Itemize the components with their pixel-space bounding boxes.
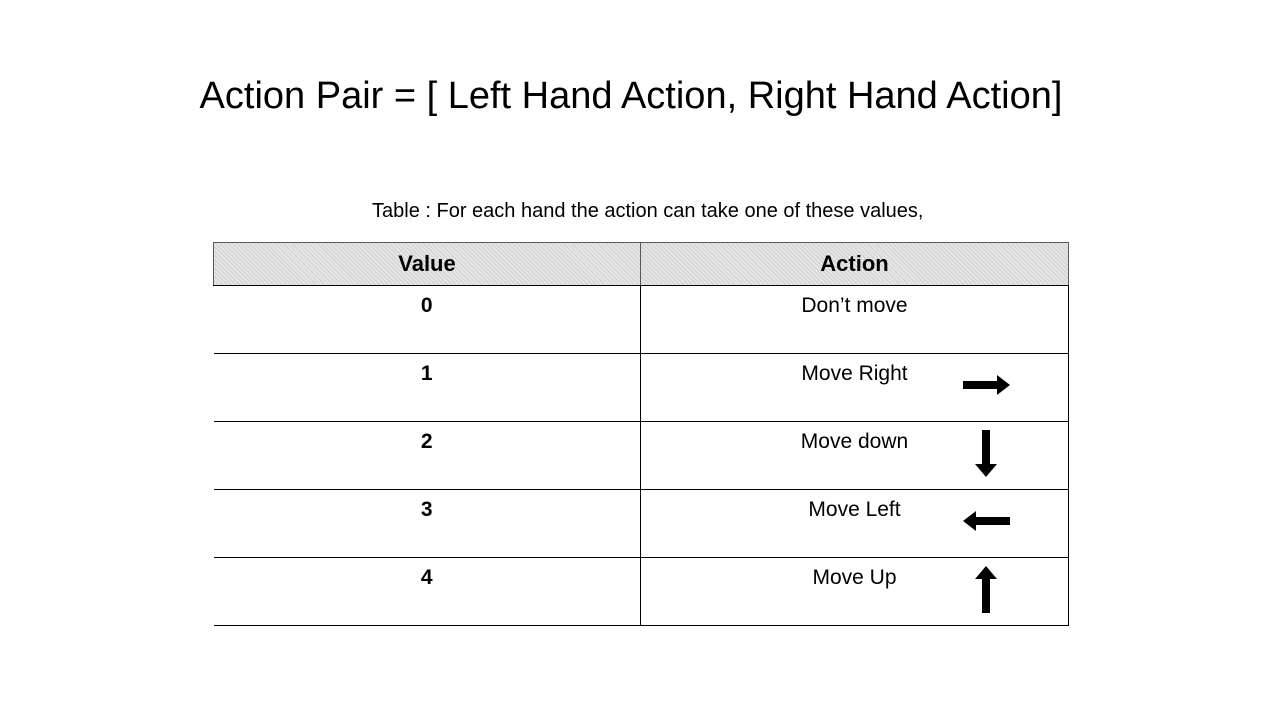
value-cell: 1 (213, 353, 641, 422)
action-text: Move down (800, 430, 909, 453)
action-text: Move Up (812, 566, 897, 589)
value-text: 0 (420, 294, 433, 317)
table-header-row: Value Action (213, 242, 1069, 286)
value-cell: 3 (213, 489, 641, 558)
value-text: 2 (420, 430, 433, 453)
table-row: 0 Don’t move (213, 285, 1069, 354)
value-text: 1 (420, 362, 433, 385)
value-text: 3 (420, 498, 433, 521)
action-cell: Move down (640, 421, 1069, 490)
action-cell: Move Left (640, 489, 1069, 558)
arrow-right-icon (963, 375, 1010, 395)
arrow-up-icon (975, 566, 997, 613)
action-text: Move Right (801, 362, 908, 385)
table-row: 2 Move down (213, 421, 1069, 490)
slide-title: Action Pair = [ Left Hand Action, Right … (199, 75, 1063, 117)
action-values-table: Value Action 0 Don’t move 1 Move Right 2… (213, 242, 1069, 626)
action-cell: Don’t move (640, 285, 1069, 354)
arrow-down-icon (975, 430, 997, 477)
arrow-left-icon (963, 511, 1010, 531)
table-caption: Table : For each hand the action can tak… (372, 200, 924, 222)
table-row: 3 Move Left (213, 489, 1069, 558)
action-cell: Move Right (640, 353, 1069, 422)
action-text: Move Left (808, 498, 901, 521)
table-row: 4 Move Up (213, 557, 1069, 626)
value-cell: 2 (213, 421, 641, 490)
action-cell: Move Up (640, 557, 1069, 626)
value-cell: 0 (213, 285, 641, 354)
header-action: Action (640, 242, 1069, 286)
table-row: 1 Move Right (213, 353, 1069, 422)
header-value: Value (213, 242, 641, 286)
value-cell: 4 (213, 557, 641, 626)
action-text: Don’t move (801, 294, 908, 317)
value-text: 4 (420, 566, 433, 589)
